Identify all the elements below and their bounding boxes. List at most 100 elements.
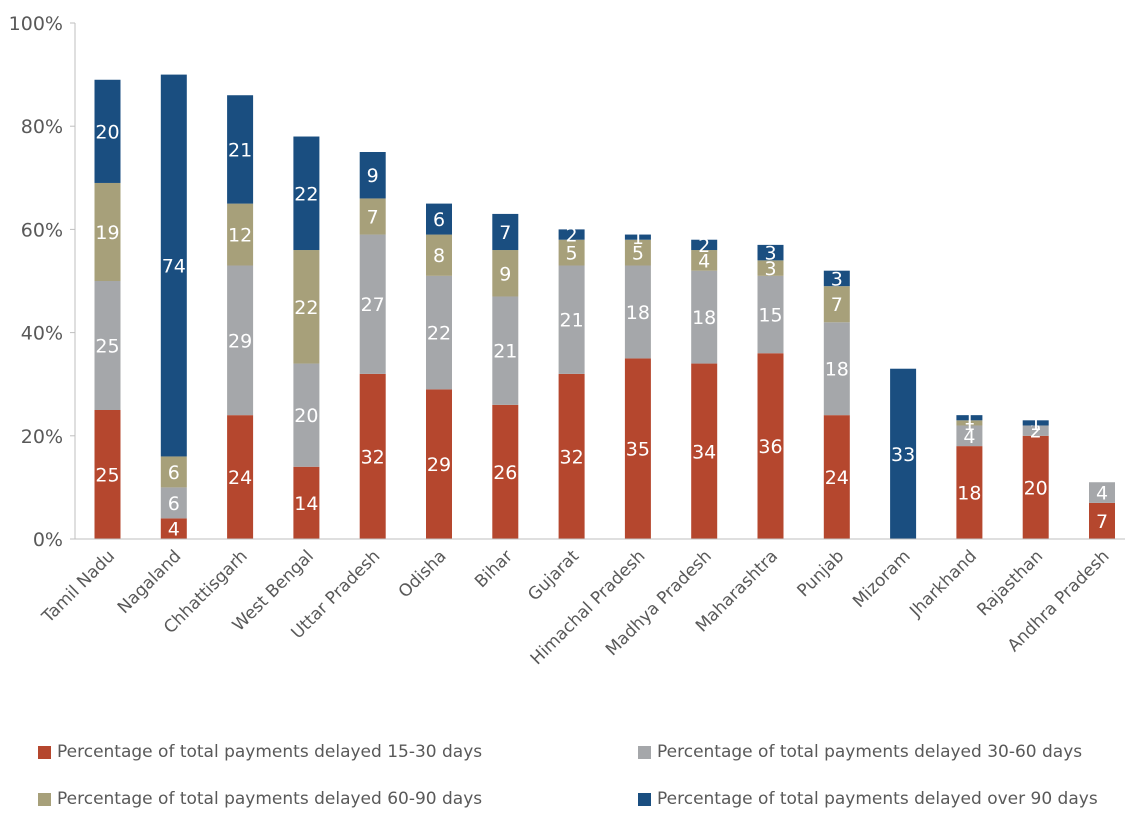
bar-segment (757, 275, 784, 354)
data-label: 20 (95, 121, 119, 143)
bar-segment (691, 363, 718, 539)
data-label: 6 (168, 493, 180, 515)
data-label: 20 (294, 405, 318, 427)
data-label: 21 (493, 341, 517, 363)
y-tick-label: 100% (9, 13, 63, 35)
bar-segment (227, 415, 254, 539)
data-label: 4 (698, 250, 710, 272)
data-label: 29 (228, 330, 252, 352)
y-tick-label: 20% (21, 426, 63, 448)
legend-label-30-60: Percentage of total payments delayed 30-… (657, 742, 1083, 762)
data-label: 1 (963, 408, 975, 430)
bar-segment (1022, 425, 1049, 436)
data-label: 9 (367, 165, 379, 187)
y-tick-label: 0% (33, 529, 63, 551)
data-label: 4 (168, 519, 180, 541)
data-label: 2 (698, 235, 710, 257)
data-label: 5 (632, 243, 644, 265)
data-label: 3 (764, 258, 776, 280)
bar-segment (956, 415, 983, 421)
bar-segment (227, 203, 254, 266)
bar-segment (359, 373, 386, 539)
data-label: 18 (692, 307, 716, 329)
data-label: 36 (758, 436, 782, 458)
legend-item-60-90: Percentage of total payments delayed 60-… (38, 789, 482, 809)
bar-segment (227, 95, 254, 204)
bar-segment (1022, 420, 1049, 426)
bars: 2525192046674242912211420222232277929228… (94, 74, 1115, 541)
data-label: 25 (95, 465, 119, 487)
data-label: 8 (433, 245, 445, 267)
bar-segment (757, 353, 784, 539)
legend: Percentage of total payments delayed 15-… (38, 738, 1128, 818)
category-label: Himachal Pradesh (527, 546, 650, 669)
y-axis: 0% 20% 40% 60% 80% 100% (9, 13, 76, 551)
data-label: 19 (95, 222, 119, 244)
bar-segment (1022, 435, 1049, 539)
legend-swatch-60-90 (38, 792, 51, 806)
data-label: 1 (1030, 413, 1042, 435)
bar-segment (492, 213, 519, 251)
bar-segment (956, 425, 983, 447)
data-label: 33 (891, 444, 915, 466)
bar-segment (293, 250, 320, 364)
data-label: 6 (168, 462, 180, 484)
data-label: 27 (361, 294, 385, 316)
category-label: Mizoram (849, 546, 915, 612)
y-tick-label: 80% (21, 116, 63, 138)
legend-swatch-over-90 (638, 792, 651, 806)
bar-segment (426, 275, 452, 390)
data-label: 32 (560, 446, 584, 468)
data-label: 22 (294, 183, 318, 205)
data-label: 2 (1030, 421, 1042, 443)
data-label: 3 (831, 268, 843, 290)
data-label: 24 (825, 467, 849, 489)
bar-segment (823, 415, 850, 539)
data-label: 25 (95, 336, 119, 358)
bar-segment (691, 239, 718, 251)
data-label: 1 (632, 227, 644, 249)
data-label: 7 (831, 294, 843, 316)
bar-segment (823, 270, 850, 287)
data-label: 7 (367, 207, 379, 229)
category-label: Nagaland (114, 546, 185, 617)
y-tick-label: 40% (21, 323, 63, 345)
category-label: Odisha (395, 546, 451, 602)
data-label: 21 (560, 310, 584, 332)
bar-segment (558, 373, 585, 539)
data-label: 7 (499, 222, 511, 244)
category-label: Bihar (471, 546, 517, 592)
bar-segment (293, 363, 320, 467)
data-label: 74 (162, 256, 186, 278)
data-label: 22 (294, 297, 318, 319)
bar-segment (492, 296, 519, 405)
data-label: 15 (758, 305, 782, 327)
bar-segment (624, 265, 651, 359)
bar-segment (691, 270, 718, 364)
bar-segment (1089, 502, 1115, 539)
bar-segment (359, 198, 386, 235)
bar-segment (293, 136, 320, 251)
data-label: 18 (626, 302, 650, 324)
bar-segment (890, 368, 917, 539)
bar-segment (426, 234, 452, 276)
bar-segment (94, 79, 121, 183)
bar-segment (359, 152, 386, 199)
data-label: 12 (228, 225, 252, 247)
bar-segment (823, 322, 850, 416)
category-label: Tamil Nadu (38, 546, 119, 627)
category-label: Jharkhand (905, 546, 981, 622)
data-label: 35 (626, 439, 650, 461)
legend-label-over-90: Percentage of total payments delayed ove… (657, 789, 1098, 809)
bar-segment (227, 265, 254, 416)
data-label: 6 (433, 209, 445, 231)
bar-segment (558, 229, 585, 240)
bar-segment (160, 487, 187, 519)
bar-segment (492, 250, 519, 297)
bar-segment (558, 265, 585, 374)
data-label: 5 (566, 243, 578, 265)
data-label: 7 (1096, 511, 1108, 533)
data-label: 18 (825, 359, 849, 381)
legend-label-15-30: Percentage of total payments delayed 15-… (57, 742, 483, 762)
legend-item-over-90: Percentage of total payments delayed ove… (638, 789, 1098, 809)
